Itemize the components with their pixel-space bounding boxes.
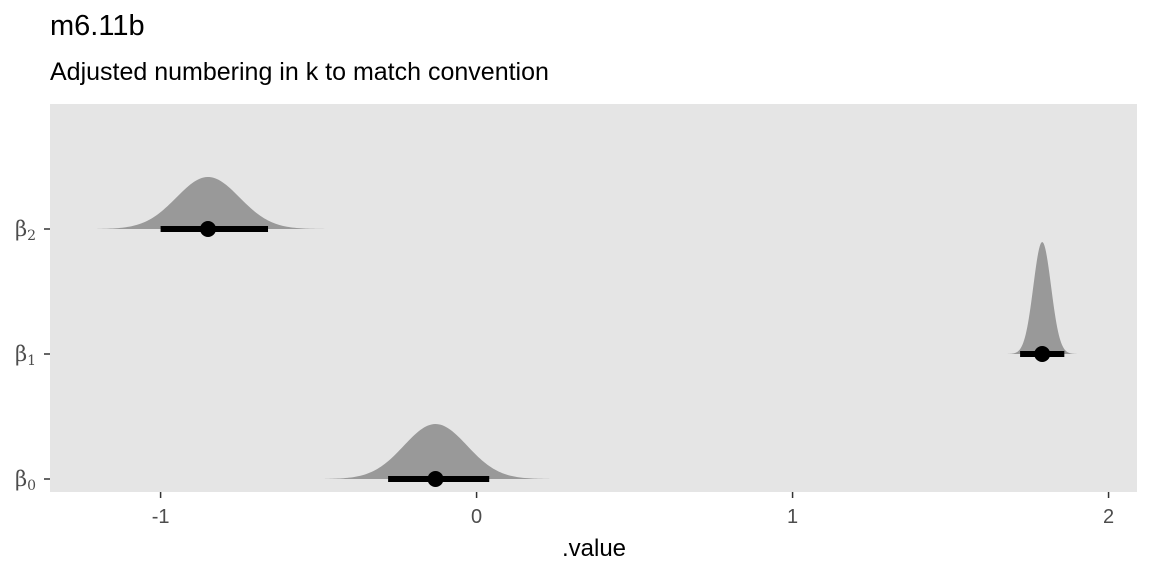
point-estimate-0 xyxy=(427,471,444,487)
panel-background xyxy=(50,104,1137,492)
y-axis: β0 β1 β2 xyxy=(15,217,50,494)
density-0 xyxy=(324,424,550,479)
x-tick-label-0: -1 xyxy=(152,506,170,528)
x-axis-title: .value xyxy=(562,535,626,562)
y-tick-label-1: β1 xyxy=(15,342,36,369)
point-estimate-2 xyxy=(199,221,216,237)
x-tick-label-3: 2 xyxy=(1103,506,1114,528)
chart-title: m6.11b xyxy=(50,10,145,42)
density-2 xyxy=(97,177,325,229)
x-tick-label-1: 0 xyxy=(471,506,482,528)
chart-subtitle: Adjusted numbering in k to match convent… xyxy=(50,58,549,86)
density-1 xyxy=(991,242,1087,354)
x-axis: -1 0 1 2 xyxy=(152,492,1114,528)
x-tick-label-2: 1 xyxy=(787,506,798,528)
y-tick-label-0: β0 xyxy=(15,467,36,494)
chart-marks xyxy=(97,177,1087,487)
point-estimate-1 xyxy=(1034,346,1051,362)
y-tick-label-2: β2 xyxy=(15,217,36,244)
